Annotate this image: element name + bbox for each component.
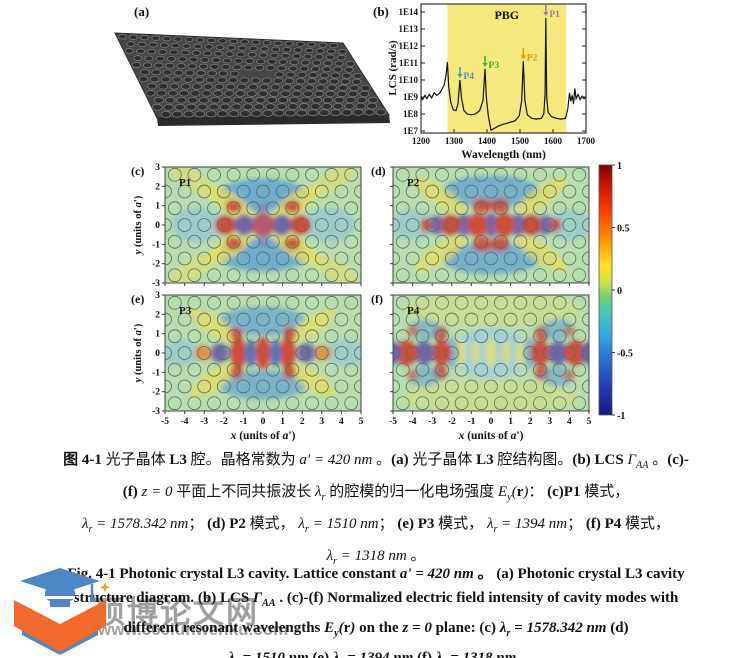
svg-text:1E7: 1E7 bbox=[403, 126, 419, 136]
svg-text:-2: -2 bbox=[448, 417, 456, 427]
svg-text:0: 0 bbox=[617, 286, 622, 297]
caption-line: structure diagram. (b) LCS ΓAA . (c)-(f)… bbox=[73, 590, 679, 609]
svg-text:(a): (a) bbox=[134, 4, 149, 19]
caption-english: Fig. 4-1 Photonic crystal L3 cavity. Lat… bbox=[26, 562, 726, 658]
svg-text:P3: P3 bbox=[179, 305, 192, 317]
svg-text:2: 2 bbox=[528, 417, 533, 427]
svg-text:P1: P1 bbox=[549, 10, 560, 20]
watermark-site-name: 硕博论文网 bbox=[94, 595, 259, 630]
caption-line: λr = 1510 nm (e) λr = 1394 nm (f) λr = 1… bbox=[228, 650, 524, 658]
svg-text:1: 1 bbox=[617, 161, 622, 172]
svg-text:(c): (c) bbox=[131, 164, 144, 178]
svg-text:1E13: 1E13 bbox=[398, 24, 418, 34]
svg-text:3: 3 bbox=[155, 163, 160, 173]
svg-text:-2: -2 bbox=[152, 388, 160, 398]
svg-text:0: 0 bbox=[155, 349, 160, 359]
watermark-logo-icon bbox=[14, 568, 111, 655]
caption-line: λr = 1578.342 nm； (d) P2 模式， λr = 1510 n… bbox=[81, 516, 671, 535]
svg-text:1300: 1300 bbox=[445, 136, 464, 146]
svg-text:3: 3 bbox=[319, 417, 324, 427]
svg-text:-1: -1 bbox=[152, 368, 160, 378]
svg-text:1E12: 1E12 bbox=[398, 41, 418, 51]
svg-text:1E14: 1E14 bbox=[398, 7, 418, 17]
svg-text:1: 1 bbox=[280, 417, 285, 427]
svg-text:-1: -1 bbox=[467, 417, 475, 427]
caption-line: different resonant wavelengths Ey(r) on … bbox=[123, 620, 629, 639]
svg-text:1E11: 1E11 bbox=[399, 58, 419, 68]
svg-text:y (units of a'): y (units of a') bbox=[133, 195, 144, 256]
svg-text:PBG: PBG bbox=[494, 8, 519, 22]
svg-text:-3: -3 bbox=[152, 279, 160, 289]
svg-text:y (units of a'): y (units of a') bbox=[133, 323, 144, 384]
caption-line: λr = 1318 nm 。 bbox=[326, 548, 426, 567]
watermark: 硕博论文网 www.360lunwenku.com bbox=[8, 565, 288, 657]
svg-text:2: 2 bbox=[155, 182, 160, 192]
svg-text:1E10: 1E10 bbox=[398, 75, 418, 85]
svg-text:4: 4 bbox=[339, 417, 344, 427]
field-map-panels: (c) P1 3 2 1 0 -1 -2 -3 y (units of a') (d) P2 (e) P3… bbox=[131, 161, 633, 442]
svg-text:(e): (e) bbox=[131, 292, 144, 306]
svg-text:-5: -5 bbox=[161, 417, 169, 427]
svg-text:5: 5 bbox=[587, 417, 592, 427]
svg-text:-3: -3 bbox=[428, 417, 436, 427]
svg-text:(b): (b) bbox=[373, 4, 389, 19]
svg-text:P2: P2 bbox=[527, 53, 538, 63]
panel-b-lcs-spectrum: (b) PBG P1 P2 P3 P4 1E14 1E13 1E12 1E11 1E10 1E9 1E8… bbox=[373, 3, 596, 161]
watermark-site-url: www.360lunwenku.com bbox=[98, 620, 289, 639]
svg-text:0: 0 bbox=[489, 417, 494, 427]
svg-text:-4: -4 bbox=[409, 417, 417, 427]
svg-text:1600: 1600 bbox=[544, 136, 563, 146]
svg-text:(f): (f) bbox=[371, 292, 383, 306]
svg-text:P1: P1 bbox=[179, 177, 191, 189]
svg-text:5: 5 bbox=[359, 417, 364, 427]
svg-text:1400: 1400 bbox=[478, 136, 497, 146]
svg-text:-2: -2 bbox=[152, 260, 160, 270]
svg-text:0: 0 bbox=[261, 417, 266, 427]
svg-text:-1: -1 bbox=[152, 240, 160, 250]
svg-text:1: 1 bbox=[508, 417, 513, 427]
svg-text:-1: -1 bbox=[617, 411, 625, 422]
svg-text:0: 0 bbox=[155, 221, 160, 231]
svg-text:(d): (d) bbox=[371, 164, 386, 178]
svg-text:1: 1 bbox=[155, 202, 160, 212]
svg-text:3: 3 bbox=[155, 291, 160, 301]
caption-line: (f) z = 0 平面上不同共振波长 λr 的腔模的归一化电场强度 Ey(r)… bbox=[122, 484, 630, 503]
svg-text:2: 2 bbox=[300, 417, 305, 427]
svg-text:-3: -3 bbox=[152, 407, 160, 417]
svg-text:1: 1 bbox=[155, 330, 160, 340]
svg-text:Wavelength (nm): Wavelength (nm) bbox=[461, 149, 546, 161]
panel-a-structure-diagram: (a) bbox=[114, 4, 390, 126]
svg-text:P4: P4 bbox=[407, 305, 420, 317]
caption-line: Fig. 4-1 Photonic crystal L3 cavity. Lat… bbox=[67, 566, 685, 582]
svg-text:3: 3 bbox=[547, 417, 552, 427]
caption-line: 图 4-1 光子晶体 L3 腔。晶格常数为 a' = 420 nm 。(a) 光… bbox=[63, 452, 689, 471]
svg-text:P4: P4 bbox=[463, 72, 474, 82]
caption-chinese: 图 4-1 光子晶体 L3 腔。晶格常数为 a' = 420 nm 。(a) 光… bbox=[26, 447, 726, 575]
svg-text:-0.5: -0.5 bbox=[617, 349, 633, 360]
svg-text:1700: 1700 bbox=[577, 136, 596, 146]
svg-text:-4: -4 bbox=[181, 417, 189, 427]
svg-text:2: 2 bbox=[155, 310, 160, 320]
svg-text:-5: -5 bbox=[389, 417, 397, 427]
svg-text:1E9: 1E9 bbox=[403, 92, 419, 102]
svg-text:1E8: 1E8 bbox=[403, 109, 419, 119]
svg-text:1500: 1500 bbox=[511, 136, 530, 146]
svg-text:P3: P3 bbox=[489, 61, 500, 71]
svg-text:LCS (rad/s): LCS (rad/s) bbox=[387, 40, 399, 96]
svg-text:x (units of a'): x (units of a') bbox=[458, 430, 524, 442]
svg-text:P2: P2 bbox=[407, 177, 420, 189]
svg-text:-1: -1 bbox=[239, 417, 247, 427]
svg-text:x (units of a'): x (units of a') bbox=[230, 430, 296, 442]
svg-text:-2: -2 bbox=[220, 417, 228, 427]
svg-text:1200: 1200 bbox=[412, 136, 431, 146]
svg-text:-3: -3 bbox=[200, 417, 208, 427]
svg-text:4: 4 bbox=[567, 417, 572, 427]
svg-text:0.5: 0.5 bbox=[617, 224, 630, 235]
